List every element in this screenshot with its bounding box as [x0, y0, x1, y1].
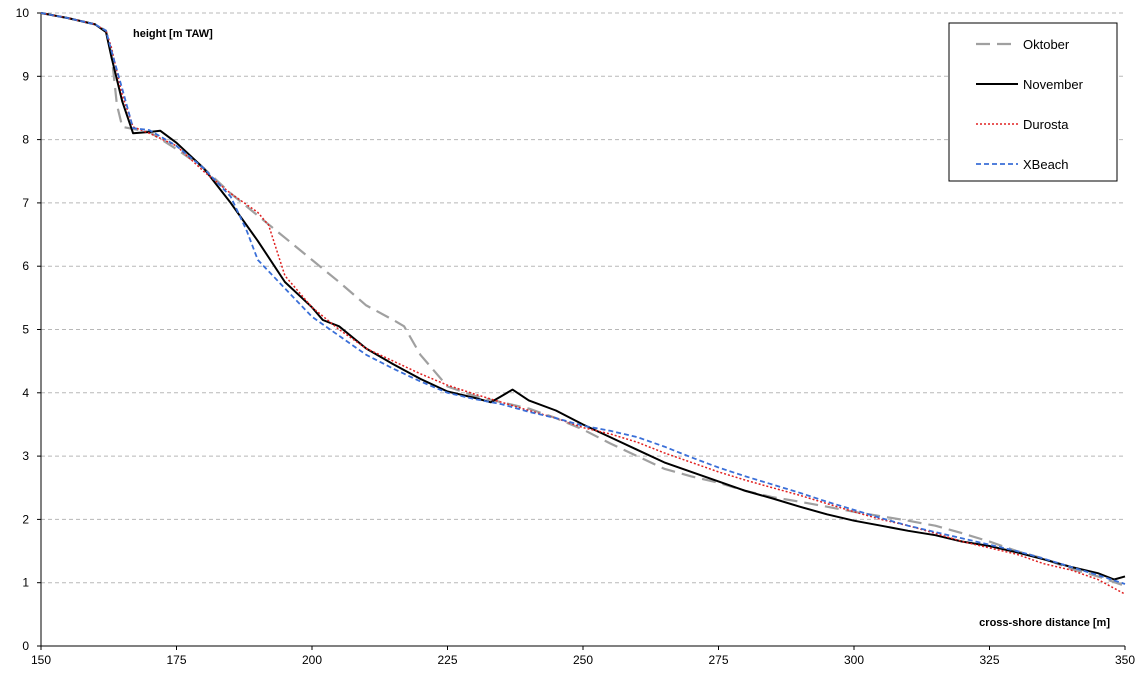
legend-box	[948, 22, 1118, 182]
x-tick-label: 275	[708, 653, 728, 667]
legend: Oktober November Durosta XBeach	[948, 22, 1118, 182]
tick-labels: 0 1 2 3 4 5 6 7 8 9 10 150 175 200 225 250 275 300 325 350	[16, 6, 1136, 667]
y-tick-label: 2	[22, 512, 29, 526]
y-tick-label: 3	[22, 449, 29, 463]
legend-label-durosta: Durosta	[1023, 117, 1069, 132]
y-tick-label: 6	[22, 259, 29, 273]
y-tick-label: 10	[16, 6, 30, 20]
series-line-oktober	[40, 11, 1126, 587]
gridlines	[41, 12, 1125, 584]
y-tick-label: 0	[22, 639, 29, 653]
x-tick-label: 250	[573, 653, 593, 667]
series-line-xbeach	[40, 12, 1126, 585]
series-line-november	[40, 12, 1126, 581]
x-tick-label: 175	[166, 653, 186, 667]
legend-label-november: November	[1023, 77, 1084, 92]
x-tick-label: 225	[437, 653, 457, 667]
x-tick-label: 150	[31, 653, 51, 667]
x-tick-label: 325	[979, 653, 999, 667]
y-tick-label: 9	[22, 69, 29, 83]
series-lines	[40, 11, 1126, 595]
y-tick-label: 5	[22, 323, 29, 337]
y-tick-label: 4	[22, 386, 29, 400]
y-tick-label: 8	[22, 133, 29, 147]
x-tick-label: 200	[302, 653, 322, 667]
x-axis-title: cross-shore distance [m]	[979, 617, 1110, 629]
y-axis-title: height [m TAW]	[133, 28, 213, 40]
legend-label-oktober: Oktober	[1023, 37, 1070, 52]
x-tick-label: 350	[1115, 653, 1135, 667]
legend-label-xbeach: XBeach	[1023, 157, 1069, 172]
x-tick-label: 300	[844, 653, 864, 667]
y-tick-label: 1	[22, 576, 29, 590]
y-tick-label: 7	[22, 196, 29, 210]
